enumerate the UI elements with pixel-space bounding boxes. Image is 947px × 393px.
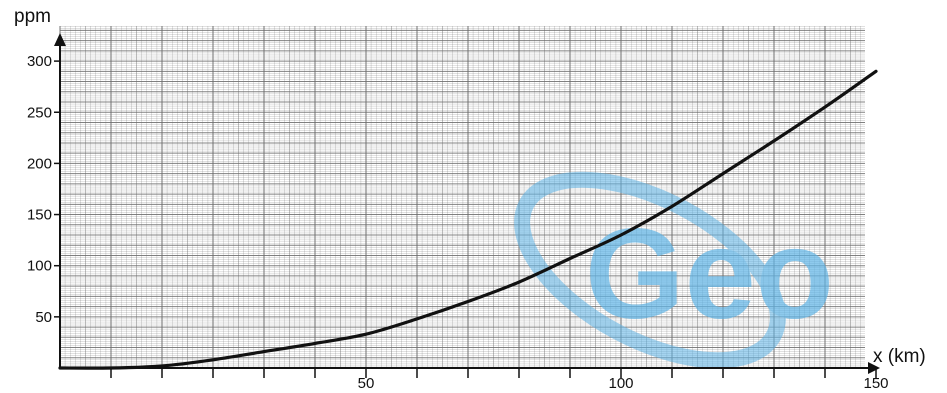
axes [54,33,880,374]
geo-watermark: Geo [514,171,834,369]
y-tick-label: 250 [27,104,52,121]
y-tick-label: 300 [27,53,52,70]
y-axis-title: ppm [14,6,51,27]
graph-paper-grid [59,26,865,369]
watermark-swoosh [514,171,786,369]
x-axis-arrow [868,362,880,374]
x-tick-label: 50 [358,375,375,392]
series-line [58,69,878,370]
x-tick-labels: 50 100 150 [358,375,889,392]
x-tick-label: 150 [863,375,888,392]
y-tick-labels: 50 100 150 200 250 300 [27,53,52,326]
series-layer [58,69,878,370]
y-tick-label: 150 [27,207,52,224]
y-tick-label: 200 [27,155,52,172]
y-tick-label: 50 [35,309,52,326]
tick-marks [54,60,877,378]
watermark-text: Geo [585,203,834,346]
x-axis-title: x (km) [873,346,926,367]
x-tick-label: 100 [608,375,633,392]
y-axis-arrow [54,33,66,46]
y-tick-label: 100 [27,258,52,275]
